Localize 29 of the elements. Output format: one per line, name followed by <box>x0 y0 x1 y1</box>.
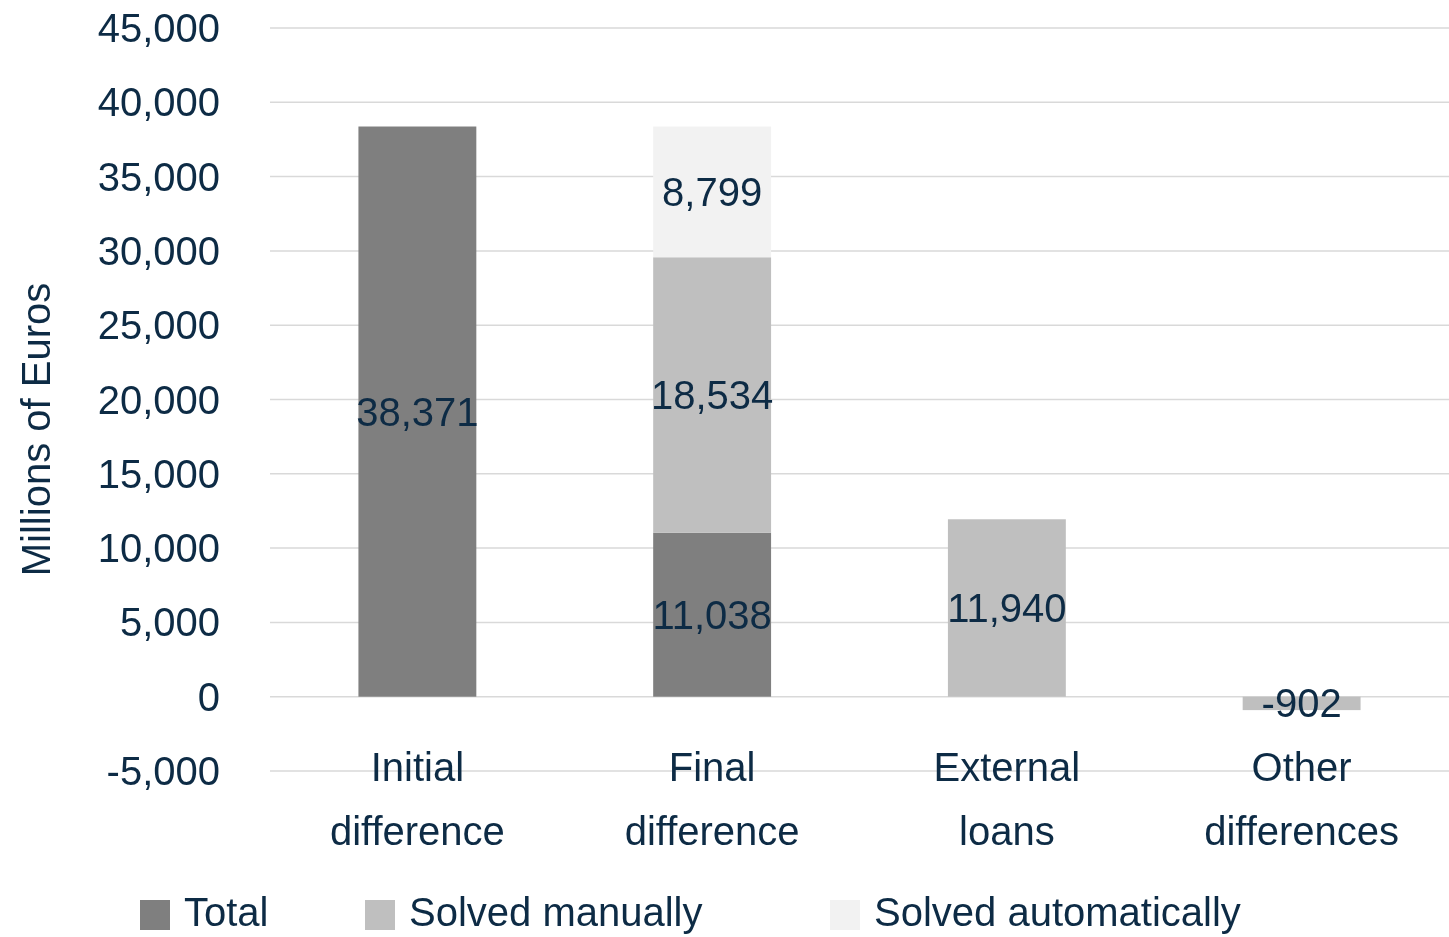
data-label: 18,534 <box>650 372 774 417</box>
x-tick-label: Other differences <box>1204 745 1400 853</box>
bar <box>947 519 1066 697</box>
legend-label: Total <box>184 890 269 934</box>
data-label: -902 <box>1261 681 1342 726</box>
data-label: 11,940 <box>947 585 1067 630</box>
y-tick-label: -5,000 <box>106 749 220 793</box>
bar <box>653 126 772 258</box>
bar <box>358 126 477 697</box>
x-tick-label: External loans <box>933 745 1081 853</box>
bar <box>653 257 772 533</box>
y-tick-label: 0 <box>197 674 220 719</box>
y-tick-label: 30,000 <box>97 228 220 273</box>
y-tick-label: 20,000 <box>97 377 220 422</box>
legend-label: Solved automatically <box>874 890 1241 934</box>
legend-label: Solved manually <box>409 890 703 934</box>
y-tick-label: 25,000 <box>97 303 220 348</box>
y-tick-label: 35,000 <box>97 154 220 199</box>
data-label: 11,038 <box>652 592 772 637</box>
x-tick-label: Final difference <box>624 745 800 853</box>
x-tick-label: Initial difference <box>329 745 505 853</box>
y-tick-label: 5,000 <box>119 600 220 645</box>
y-axis-title: Millions of Euros <box>14 282 58 577</box>
y-tick-label: 10,000 <box>97 526 220 571</box>
y-tick-label: 45,000 <box>97 6 220 50</box>
y-tick-label: 15,000 <box>97 451 220 496</box>
bar <box>653 532 772 697</box>
y-tick-label: 40,000 <box>97 80 220 125</box>
data-label: 8,799 <box>662 169 763 214</box>
